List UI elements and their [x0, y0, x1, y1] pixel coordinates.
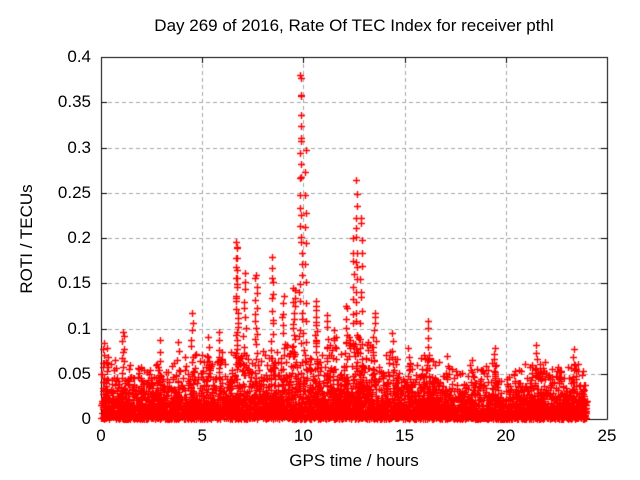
y-tick-label: 0.3 — [67, 137, 91, 157]
x-tick-label: 0 — [96, 426, 106, 445]
y-tick-label: 0.25 — [57, 182, 91, 202]
y-tick-label: 0.1 — [67, 318, 91, 338]
chart-title: Day 269 of 2016, Rate Of TEC Index for r… — [154, 16, 554, 35]
x-tick-label: 20 — [496, 426, 516, 445]
y-tick-label: 0.35 — [57, 92, 91, 112]
x-axis-label: GPS time / hours — [289, 451, 419, 470]
x-tick-label: 10 — [293, 426, 313, 445]
x-tick-label: 25 — [597, 426, 617, 445]
y-tick-label: 0.05 — [57, 363, 91, 383]
x-tick-label: 5 — [197, 426, 207, 445]
y-tick-label: 0.2 — [67, 228, 91, 247]
y-tick-label: 0.15 — [57, 273, 91, 293]
y-tick-label: 0.4 — [67, 47, 91, 66]
x-tick-label: 15 — [395, 426, 415, 445]
y-tick-label: 0 — [81, 409, 91, 428]
